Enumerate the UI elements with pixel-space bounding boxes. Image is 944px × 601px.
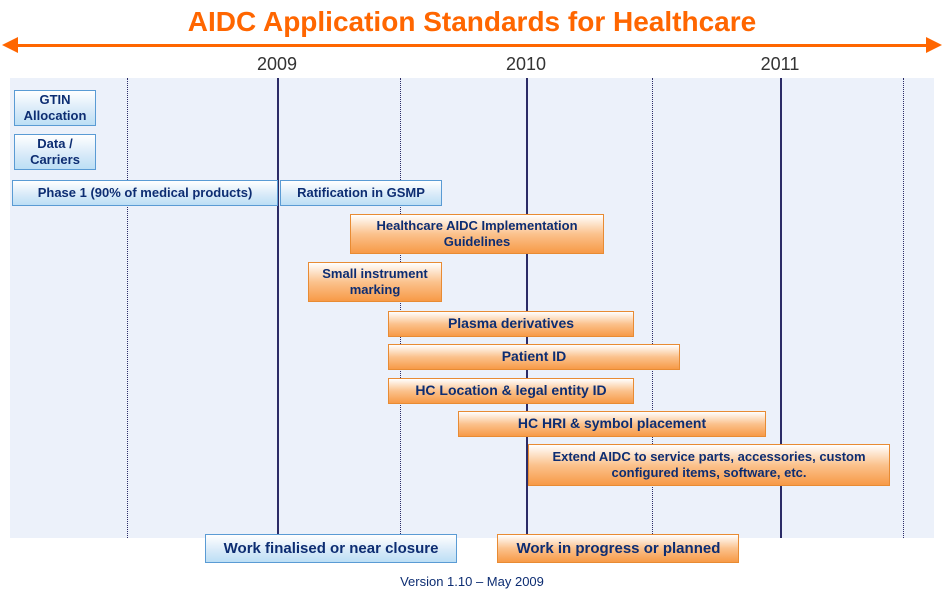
legend-inprogress: Work in progress or planned xyxy=(497,534,739,563)
gridline-half xyxy=(127,78,128,538)
bar-plasma: Plasma derivatives xyxy=(388,311,634,337)
bar-gtin-alloc: GTIN Allocation xyxy=(14,90,96,126)
bar-patient-id: Patient ID xyxy=(388,344,680,370)
gridline-half xyxy=(903,78,904,538)
gridline-half xyxy=(400,78,401,538)
bar-data-carriers: Data / Carriers xyxy=(14,134,96,170)
bar-phase1: Phase 1 (90% of medical products) xyxy=(12,180,278,206)
page-title: AIDC Application Standards for Healthcar… xyxy=(0,0,944,38)
legend-row: Work finalised or near closure Work in p… xyxy=(0,534,944,563)
year-label: 2011 xyxy=(761,54,800,75)
chart-area: GTIN Allocation Data / Carriers Phase 1 (9… xyxy=(10,78,934,538)
bar-hc-location: HC Location & legal entity ID xyxy=(388,378,634,404)
version-text: Version 1.10 – May 2009 xyxy=(0,574,944,589)
gridline-year xyxy=(277,78,279,538)
bar-small-instr: Small instrument marking xyxy=(308,262,442,302)
bar-ratification: Ratification in GSMP xyxy=(280,180,442,206)
bar-hc-aidc-impl: Healthcare AIDC Implementation Guideline… xyxy=(350,214,604,254)
year-label: 2009 xyxy=(257,54,297,75)
bar-extend-aidc: Extend AIDC to service parts, accessorie… xyxy=(528,444,890,486)
timeline-arrow xyxy=(6,44,938,47)
year-label: 2010 xyxy=(506,54,546,75)
legend-finalised: Work finalised or near closure xyxy=(205,534,458,563)
bar-hc-hri: HC HRI & symbol placement xyxy=(458,411,766,437)
